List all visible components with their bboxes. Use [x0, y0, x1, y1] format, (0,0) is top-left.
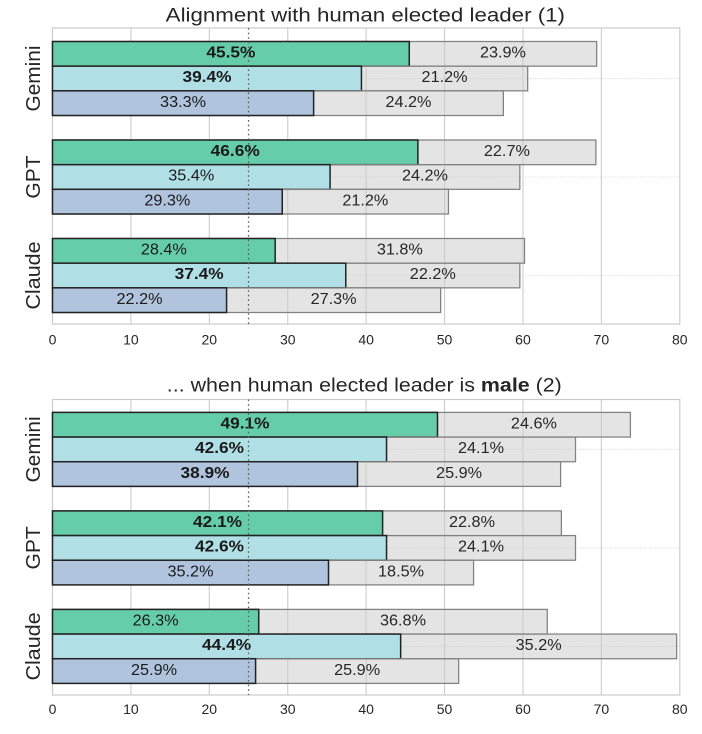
svg-text:Claude: Claude [23, 612, 45, 680]
svg-text:10: 10 [123, 701, 139, 717]
svg-text:22.2%: 22.2% [410, 266, 456, 283]
svg-text:male: male [481, 375, 530, 396]
svg-text:40: 40 [358, 701, 374, 717]
svg-text:24.1%: 24.1% [458, 440, 504, 457]
svg-text:0: 0 [49, 701, 57, 717]
svg-text:25.9%: 25.9% [131, 662, 177, 679]
svg-text:26.3%: 26.3% [133, 612, 179, 629]
svg-text:Gemini: Gemini [23, 416, 45, 482]
svg-text:21.2%: 21.2% [342, 192, 388, 209]
svg-text:GPT: GPT [23, 155, 45, 198]
svg-text:50: 50 [437, 701, 453, 717]
svg-text:24.2%: 24.2% [402, 168, 448, 185]
svg-text:27.3%: 27.3% [311, 291, 357, 308]
svg-text:37.4%: 37.4% [175, 266, 224, 283]
svg-text:29.3%: 29.3% [144, 192, 190, 209]
svg-text:44.4%: 44.4% [202, 637, 251, 654]
svg-text:70: 70 [594, 332, 610, 348]
svg-text:20: 20 [202, 701, 218, 717]
svg-text:35.2%: 35.2% [516, 637, 562, 654]
svg-text:24.2%: 24.2% [385, 94, 431, 111]
svg-text:18.5%: 18.5% [378, 563, 424, 580]
svg-text:46.6%: 46.6% [211, 143, 260, 160]
svg-text:Alignment with human elected l: Alignment with human elected leader (1) [166, 5, 565, 26]
svg-text:20: 20 [202, 332, 218, 348]
svg-text:45.5%: 45.5% [206, 45, 255, 62]
svg-text:80: 80 [672, 332, 688, 348]
svg-text:42.1%: 42.1% [193, 514, 242, 531]
svg-text:36.8%: 36.8% [380, 612, 426, 629]
svg-text:24.6%: 24.6% [511, 415, 557, 432]
svg-text:28.4%: 28.4% [141, 242, 187, 259]
svg-text:60: 60 [515, 701, 531, 717]
svg-text:24.1%: 24.1% [458, 539, 504, 556]
svg-text:35.4%: 35.4% [168, 168, 214, 185]
svg-text:23.9%: 23.9% [480, 45, 526, 62]
svg-text:49.1%: 49.1% [221, 415, 270, 432]
svg-text:30: 30 [280, 701, 296, 717]
svg-text:42.6%: 42.6% [195, 539, 244, 556]
svg-text:22.2%: 22.2% [117, 291, 163, 308]
svg-text:39.4%: 39.4% [182, 69, 231, 86]
svg-text:33.3%: 33.3% [160, 94, 206, 111]
svg-text:21.2%: 21.2% [422, 69, 468, 86]
svg-text:22.8%: 22.8% [449, 514, 495, 531]
svg-text:31.8%: 31.8% [377, 242, 423, 259]
svg-text:Gemini: Gemini [23, 46, 45, 112]
svg-text:0: 0 [49, 332, 57, 348]
svg-text:25.9%: 25.9% [436, 465, 482, 482]
svg-text:38.9%: 38.9% [181, 465, 230, 482]
svg-text:80: 80 [672, 701, 688, 717]
svg-text:30: 30 [280, 332, 296, 348]
svg-text:42.6%: 42.6% [195, 440, 244, 457]
svg-text:(2): (2) [536, 375, 562, 396]
svg-text:40: 40 [358, 332, 374, 348]
svg-text:10: 10 [123, 332, 139, 348]
svg-text:35.2%: 35.2% [168, 563, 214, 580]
svg-text:Claude: Claude [23, 241, 45, 309]
svg-text:GPT: GPT [23, 526, 45, 569]
svg-text:60: 60 [515, 332, 531, 348]
svg-text:... when human elected leader: ... when human elected leader is [167, 375, 475, 396]
svg-text:25.9%: 25.9% [334, 662, 380, 679]
svg-text:50: 50 [437, 332, 453, 348]
svg-text:70: 70 [594, 701, 610, 717]
svg-text:22.7%: 22.7% [484, 143, 530, 160]
